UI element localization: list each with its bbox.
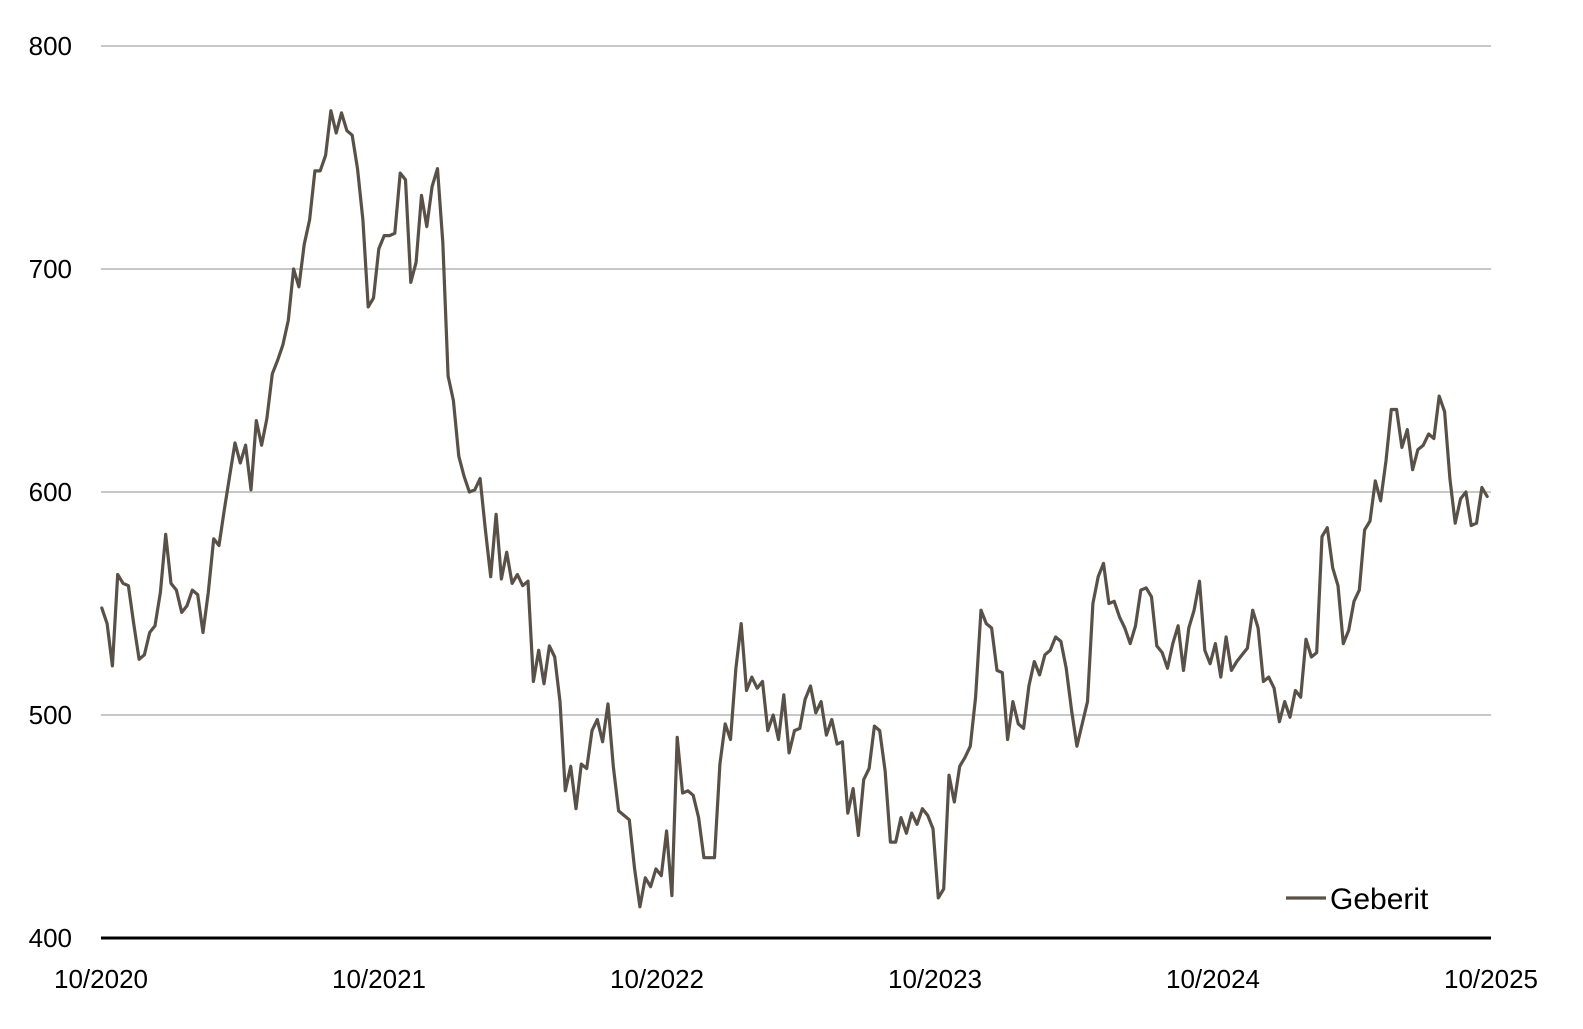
legend: Geberit: [1286, 883, 1429, 916]
y-tick-label-400: 400: [29, 923, 72, 953]
y-tick-label-500: 500: [29, 700, 72, 730]
series-layer: [100, 109, 1489, 909]
series-line-geberit: [100, 109, 1489, 909]
x-tick-label-10-2024: 10/2024: [1166, 964, 1260, 994]
x-tick-label-10-2022: 10/2022: [610, 964, 704, 994]
x-axis-tick-labels: 10/2020 10/2021 10/2022 10/2023 10/2024 10/20…: [54, 964, 1538, 994]
y-tick-label-600: 600: [29, 477, 72, 507]
gridlines: [101, 45, 1491, 940]
x-tick-label-10-2021: 10/2021: [332, 964, 426, 994]
legend-label-geberit: Geberit: [1330, 883, 1429, 916]
x-tick-label-10-2020: 10/2020: [54, 964, 148, 994]
y-axis-tick-labels: 400 500 600 700 800: [29, 31, 72, 953]
y-tick-label-700: 700: [29, 254, 72, 284]
y-tick-label-800: 800: [29, 31, 72, 61]
x-tick-label-10-2025: 10/2025: [1444, 964, 1538, 994]
x-tick-label-10-2023: 10/2023: [888, 964, 982, 994]
